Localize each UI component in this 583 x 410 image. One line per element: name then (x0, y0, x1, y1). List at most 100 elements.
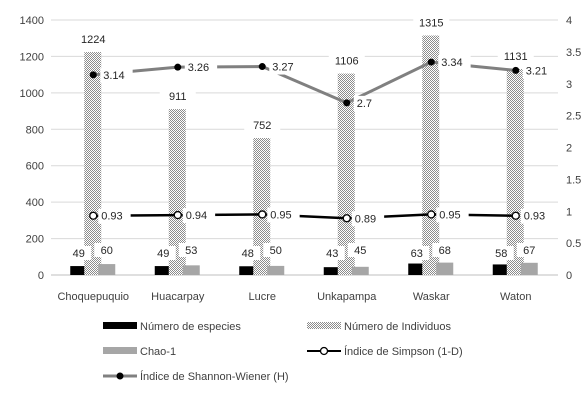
legend-numero-especies: Número de especies (103, 321, 241, 333)
label-numero-especies: 48 (242, 248, 254, 260)
legend-marker (116, 372, 124, 380)
bar-numero-especies (70, 266, 88, 275)
legend-numero-individuos: Número de Individuos (307, 321, 452, 333)
point-simpson (173, 210, 182, 220)
bar-chao-1 (351, 266, 369, 275)
label-background (65, 246, 92, 260)
label-background (178, 243, 205, 257)
label-simpson: 0.95 (270, 209, 291, 221)
label-background (184, 60, 218, 76)
label-background (520, 208, 554, 224)
label-shannon-wiener: 3.21 (526, 65, 547, 77)
legend-chao-1: Chao-1 (103, 346, 176, 358)
label-background (234, 246, 261, 260)
label-simpson: 0.89 (355, 213, 376, 225)
label-background (351, 211, 385, 227)
bar-numero-individuos (422, 35, 440, 275)
category-label: Waskar (413, 291, 450, 303)
label-background (328, 52, 365, 69)
left-y-axis: 0 200 400 600 800 1000 1200 1400 (20, 15, 44, 282)
x-axis-labels: Choquepuquio Huacarpay Lucre Unkapampa Waska… (57, 291, 531, 303)
point-shannon-wiener (427, 58, 435, 66)
label-numero-individuos: 911 (169, 91, 187, 103)
left-tick-label: 1200 (20, 51, 44, 63)
left-tick-label: 600 (26, 161, 44, 173)
label-background (244, 117, 281, 134)
bar-chao-1 (436, 262, 454, 275)
label-simpson: 0.93 (101, 211, 122, 223)
label-simpson: 0.95 (439, 209, 460, 221)
category-label: Lucre (248, 291, 276, 303)
label-background (182, 208, 216, 224)
legend-swatch (307, 322, 341, 329)
label-numero-especies: 58 (495, 248, 507, 260)
right-y-axis: 0 0.5 1 1.5 2 2.5 3 3.5 4 (566, 15, 581, 282)
label-background (98, 208, 131, 224)
bar-numero-especies (408, 263, 426, 275)
label-background (438, 55, 471, 71)
right-tick-label: 3.5 (566, 47, 581, 59)
legend-shannon-wiener: Índice de Shannon-Wiener (H) (103, 370, 289, 383)
legend-label: Número de especies (140, 321, 241, 333)
legend-simpson: Índice de Simpson (1-D) (307, 345, 463, 358)
left-tick-label: 400 (26, 197, 44, 209)
label-background (263, 243, 290, 257)
right-tick-label: 3 (566, 79, 572, 91)
bar-numero-especies (492, 264, 510, 275)
point-shannon-wiener (89, 71, 97, 79)
legend: Número de especies Número de Individuos Ch… (103, 321, 463, 383)
data-labels: 1224 49 60 911 49 53 752 48 50 1106 43 45 1315 63 68 11… (65, 14, 556, 260)
category-label: Waton (500, 291, 531, 303)
label-numero-individuos: 1315 (419, 17, 443, 29)
label-chao-1: 50 (270, 245, 282, 257)
label-background (497, 47, 534, 64)
label-background (75, 31, 112, 48)
point-simpson (258, 210, 267, 219)
label-chao-1: 53 (185, 245, 197, 257)
legend-swatch (103, 347, 137, 354)
bar-numero-individuos (84, 52, 102, 275)
left-tick-label: 1400 (20, 15, 44, 27)
label-chao-1: 45 (354, 245, 366, 257)
label-background (436, 207, 469, 223)
label-numero-individuos: 752 (253, 120, 271, 132)
label-background (516, 243, 543, 257)
label-numero-especies: 49 (73, 248, 85, 260)
bar-numero-individuos (168, 109, 186, 275)
bar-numero-especies (154, 266, 172, 275)
right-tick-label: 0.5 (566, 238, 581, 250)
category-label: Unkapampa (317, 291, 377, 303)
legend-label: Número de Individuos (344, 321, 452, 333)
legend-label: Índice de Simpson (1-D) (344, 345, 463, 358)
point-shannon-wiener (258, 63, 266, 71)
label-simpson: 0.93 (524, 211, 545, 223)
bar-chao-1 (98, 264, 116, 275)
label-background (159, 88, 196, 105)
label-simpson: 0.94 (186, 210, 207, 222)
label-background (487, 246, 514, 260)
bar-series (70, 35, 538, 275)
point-simpson (342, 214, 351, 223)
point-shannon-wiener (343, 99, 351, 107)
label-background (149, 246, 176, 260)
label-background (413, 14, 450, 31)
point-shannon-wiener (174, 63, 182, 71)
bar-chao-1 (520, 262, 538, 275)
label-chao-1: 60 (101, 245, 113, 257)
label-chao-1: 67 (523, 245, 535, 257)
point-simpson (511, 211, 520, 220)
left-tick-label: 200 (26, 234, 44, 246)
bar-numero-especies (323, 267, 341, 275)
label-numero-especies: 43 (326, 248, 338, 260)
label-shannon-wiener: 3.34 (441, 57, 462, 69)
label-numero-individuos: 1106 (335, 56, 359, 68)
legend-swatch (103, 322, 137, 329)
category-label: Choquepuquio (57, 291, 129, 303)
right-tick-label: 2.5 (566, 111, 581, 123)
bar-numero-individuos (506, 68, 524, 275)
label-numero-especies: 63 (411, 248, 423, 260)
category-label: Huacarpay (151, 291, 205, 303)
label-background (347, 243, 374, 257)
label-shannon-wiener: 2.7 (357, 98, 372, 110)
